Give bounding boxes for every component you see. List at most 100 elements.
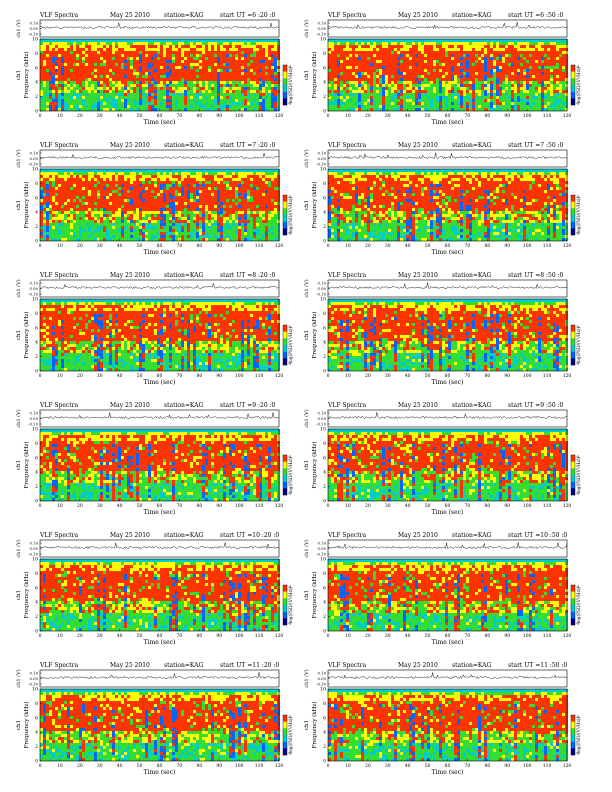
y-tick-label: 6: [35, 195, 38, 201]
x-tick-label: 90: [216, 113, 222, 119]
time-axis-label: Time (sec): [144, 639, 176, 646]
x-tick-label: 80: [484, 243, 490, 249]
chart-station: station=KAG: [164, 532, 203, 539]
x-tick-label: 100: [235, 503, 244, 509]
waveform-tick-label: 0.10: [30, 21, 39, 26]
spectrogram-cells: [40, 169, 280, 241]
y-tick-label: 6: [323, 325, 326, 331]
spectrogram-chart: VLF Spectra May 25 2010 station=KAG start U…: [15, 272, 294, 386]
x-tick-label: 10: [345, 373, 351, 379]
y-tick-label: 10: [320, 427, 326, 433]
x-tick-label: 100: [235, 763, 244, 769]
start-time-label: start UT =9 :20 :0: [220, 402, 276, 409]
frequency-axis-label: Frequency (kHz): [23, 442, 30, 489]
colorbar-tick-label: -9: [576, 622, 579, 626]
x-tick-label: 70: [177, 503, 183, 509]
frequency-axis-label: Frequency (kHz): [311, 442, 318, 489]
x-tick-label: 20: [365, 113, 371, 119]
colorbar-segment: [283, 488, 287, 496]
x-tick-label: 40: [405, 763, 411, 769]
x-tick-label: 0: [39, 633, 42, 639]
x-tick-label: 30: [385, 503, 391, 509]
start-time-value: 10 :20 :0: [252, 532, 279, 539]
waveform-axis-label: ch1 (V): [303, 149, 310, 167]
colorbar-segment: [283, 201, 287, 209]
x-tick-label: 110: [543, 243, 552, 249]
x-tick-label: 0: [39, 373, 42, 379]
colorbar-segment: [571, 78, 575, 86]
x-tick-label: 30: [385, 243, 391, 249]
x-tick-label: 100: [523, 503, 532, 509]
x-tick-label: 60: [445, 113, 451, 119]
y-tick-label: 4: [323, 600, 326, 606]
y-tick-label: 4: [35, 340, 38, 346]
waveform-frame: [39, 279, 280, 298]
x-tick-label: 20: [77, 763, 83, 769]
spectrogram-panel: VLF Spectra May 25 2010 station=KAG start U…: [300, 660, 583, 789]
waveform-tick-label: 0.10: [318, 21, 327, 26]
y-tick-label: 8: [35, 51, 38, 57]
start-time-label: start UT =10 :50 :0: [508, 532, 567, 539]
x-tick-label: 80: [196, 763, 202, 769]
waveform-tick-label: -0.10: [28, 682, 38, 687]
channel-label: ch1: [16, 70, 22, 80]
colorbar: [282, 714, 288, 756]
colorbar-segment: [571, 591, 575, 599]
y-tick-label: 8: [323, 311, 326, 317]
spectrogram-panel: VLF Spectra May 25 2010 station=KAG start U…: [300, 270, 583, 399]
chart-date: May 25 2010: [398, 532, 438, 539]
chart-station: station=KAG: [452, 402, 491, 409]
colorbar-segment: [283, 468, 287, 476]
x-tick-label: 90: [216, 503, 222, 509]
y-tick-label: 0: [323, 369, 326, 375]
y-tick-label: 8: [323, 51, 326, 57]
x-tick-label: 100: [523, 763, 532, 769]
x-tick-label: 30: [97, 373, 103, 379]
colorbar-label: log(PSD/(V²/Hz)): [576, 196, 582, 233]
y-tick-label: 10: [320, 37, 326, 43]
chart-title: VLF Spectra: [327, 532, 367, 539]
colorbar-segment: [283, 325, 287, 332]
colorbar: [570, 454, 576, 496]
y-tick-label: 8: [35, 181, 38, 187]
colorbar: [570, 584, 576, 626]
x-tick-label: 100: [235, 113, 244, 119]
x-tick-label: 40: [405, 503, 411, 509]
x-tick-label: 70: [465, 373, 471, 379]
y-tick-label: 2: [323, 94, 326, 100]
y-tick-label: 10: [32, 427, 38, 433]
spectrogram-panel: VLF Spectra May 25 2010 station=KAG start U…: [12, 660, 295, 789]
x-tick-label: 40: [405, 243, 411, 249]
colorbar-segment: [571, 735, 575, 742]
colorbar-label: log(PSD/(V²/Hz)): [576, 716, 582, 753]
colorbar-segment: [571, 585, 575, 592]
spectrogram-chart: VLF Spectra May 25 2010 station=KAG start U…: [15, 12, 294, 126]
spectrogram-cells: [328, 689, 568, 761]
colorbar: [570, 324, 576, 366]
x-tick-label: 10: [57, 763, 63, 769]
colorbar-label: log(PSD/(V²/Hz)): [576, 586, 582, 623]
chart-date: May 25 2010: [398, 402, 438, 409]
waveform-trace: [327, 672, 568, 679]
colorbar-tick-label: -5: [576, 715, 579, 719]
waveform-axis-label: ch1 (V): [15, 149, 22, 167]
y-tick-label: 8: [323, 181, 326, 187]
colorbar-segment: [571, 195, 575, 202]
waveform-tick-label: -0.10: [316, 682, 326, 687]
colorbar-segment: [283, 358, 287, 366]
x-tick-label: 80: [196, 503, 202, 509]
waveform-tick-label: -0.10: [28, 422, 38, 427]
x-tick-label: 40: [117, 763, 123, 769]
x-tick-label: 50: [425, 763, 431, 769]
x-tick-label: 10: [345, 243, 351, 249]
colorbar-label: log(PSD/(V²/Hz)): [288, 716, 294, 753]
x-tick-label: 30: [97, 633, 103, 639]
waveform-trace: [39, 542, 280, 550]
x-tick-label: 120: [275, 763, 284, 769]
waveform-tick-label: -0.10: [316, 422, 326, 427]
spectrogram-cells: [40, 689, 280, 761]
x-tick-label: 0: [39, 243, 42, 249]
colorbar-segment: [571, 325, 575, 332]
chart-title: VLF Spectra: [39, 532, 79, 539]
x-tick-label: 90: [504, 633, 510, 639]
